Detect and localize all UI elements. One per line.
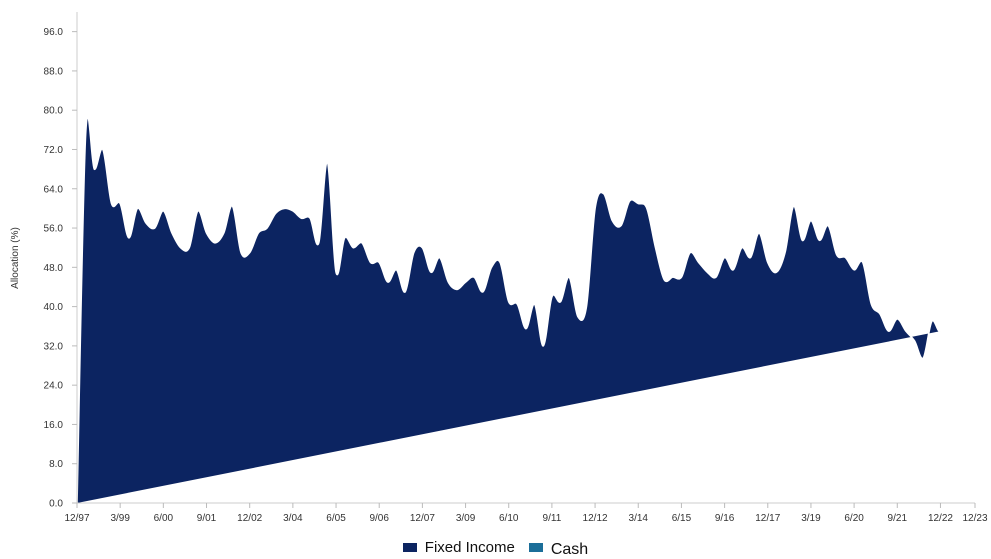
x-tick-label: 9/06 [369,513,389,524]
y-tick-label: 88.0 [44,66,64,77]
y-tick-label: 64.0 [44,184,64,195]
x-tick-label: 12/97 [64,513,89,524]
legend-item-cash: Cash [528,538,589,558]
y-axis-ticks: 0.0 8.0 16.0 24.0 32.0 40.0 48.0 56.0 64.0 72.0 80… [44,27,77,510]
y-tick-label: 16.0 [44,420,64,431]
y-tick-label: 80.0 [44,106,64,117]
y-tick-label: 8.0 [49,459,63,470]
x-tick-label: 12/17 [755,513,780,524]
y-tick-label: 48.0 [44,263,64,274]
x-tick-label: 3/09 [456,513,476,524]
y-tick-label: 40.0 [44,302,64,313]
legend-item-fixed-income: Fixed Income [402,538,515,556]
x-tick-label: 6/00 [154,513,174,524]
x-axis-ticks: 12/97 3/99 6/00 9/01 12/02 3/04 6/05 9/06 12/07 3… [64,503,988,524]
y-tick-label: 0.0 [49,499,63,510]
x-tick-label: 3/19 [801,513,821,524]
fixed-income-boundary-line [76,115,942,504]
legend: Fixed Income Cash [0,536,991,558]
x-tick-label: 9/21 [888,513,908,524]
legend-label-fixed-income: Fixed Income [424,538,515,556]
x-tick-label: 6/20 [844,513,864,524]
x-tick-label: 6/15 [672,513,692,524]
y-axis-title: Allocation (%) [10,227,21,289]
y-tick-label: 96.0 [44,27,64,38]
legend-swatch-fixed-income [402,542,417,552]
x-tick-label: 6/10 [499,513,519,524]
x-tick-label: 6/05 [326,513,346,524]
x-tick-label: 12/02 [237,513,262,524]
x-tick-label: 12/23 [962,513,987,524]
y-tick-label: 56.0 [44,224,64,235]
x-tick-label: 3/99 [110,513,130,524]
x-tick-label: 12/07 [410,513,435,524]
x-tick-label: 3/04 [283,513,303,524]
fixed-income-area [77,116,941,504]
x-tick-label: 9/16 [715,513,735,524]
x-tick-label: 9/01 [197,513,217,524]
y-tick-label: 24.0 [44,381,64,392]
x-tick-label: 12/22 [928,513,953,524]
legend-swatch-cash [528,542,543,552]
legend-label-cash: Cash [550,541,589,558]
y-tick-label: 72.0 [44,145,64,156]
x-tick-label: 9/11 [543,513,562,524]
x-tick-label: 3/14 [629,513,649,524]
y-tick-label: 32.0 [44,341,64,352]
x-tick-label: 12/12 [583,513,608,524]
stacked-area-chart: 0.0 8.0 16.0 24.0 32.0 40.0 48.0 56.0 64.0 72.0 80… [10,12,988,524]
